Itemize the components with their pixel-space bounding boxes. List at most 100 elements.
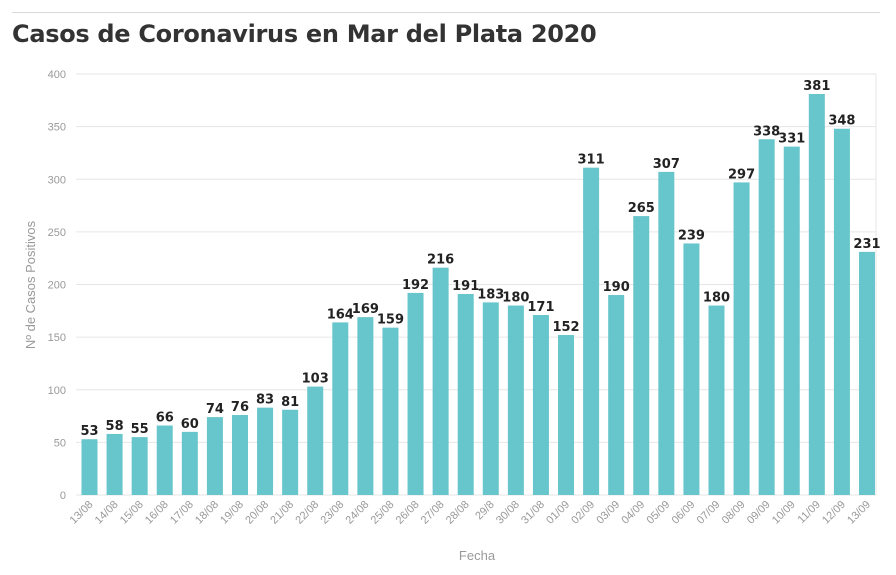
value-label: 180 xyxy=(502,291,529,306)
bar-13-08 xyxy=(81,439,98,495)
y-tick-label: 50 xyxy=(54,437,66,449)
x-tick-label: 18/08 xyxy=(193,499,221,527)
x-tick-label: 04/09 xyxy=(619,499,647,527)
value-label: 60 xyxy=(181,417,199,432)
bar-17-08 xyxy=(181,431,198,495)
bar-20-08 xyxy=(257,407,274,495)
bar-31-08 xyxy=(532,315,549,495)
value-label: 58 xyxy=(106,419,124,434)
value-label: 171 xyxy=(527,300,554,315)
x-tick-label: 10/09 xyxy=(770,499,798,527)
x-tick-label: 22/08 xyxy=(293,499,321,527)
x-tick-label: 16/08 xyxy=(143,499,171,527)
bar-26-08 xyxy=(407,292,424,495)
value-label: 192 xyxy=(402,278,429,293)
value-label: 307 xyxy=(653,157,680,172)
y-tick-label: 350 xyxy=(48,122,66,134)
value-label: 311 xyxy=(578,153,605,168)
x-tick-label: 13/08 xyxy=(68,499,96,527)
y-tick-label: 100 xyxy=(48,385,66,397)
y-tick-label: 150 xyxy=(48,332,66,344)
x-tick-label: 07/09 xyxy=(695,499,723,527)
value-label: 338 xyxy=(753,124,780,139)
value-label: 66 xyxy=(156,411,174,426)
bar-04-09 xyxy=(633,216,650,495)
y-tick-label: 300 xyxy=(48,174,66,186)
x-tick-label: 19/08 xyxy=(218,499,246,527)
chart-title: Casos de Coronavirus en Mar del Plata 20… xyxy=(12,20,597,48)
x-tick-label: 09/09 xyxy=(745,499,773,527)
y-tick-label: 400 xyxy=(48,69,66,81)
y-axis-title: Nº de Casos Positivos xyxy=(23,220,38,349)
bar-21-08 xyxy=(282,409,299,495)
value-label: 331 xyxy=(778,132,805,147)
x-tick-label: 27/08 xyxy=(419,499,447,527)
x-tick-label: 05/09 xyxy=(645,499,673,527)
bar-09-09 xyxy=(758,139,775,495)
x-tick-label: 24/08 xyxy=(344,499,372,527)
value-label: 231 xyxy=(853,237,880,252)
value-label: 55 xyxy=(131,422,149,437)
x-tick-label: 03/09 xyxy=(594,499,622,527)
y-tick-label: 200 xyxy=(48,280,66,292)
x-tick-label: 01/09 xyxy=(544,499,572,527)
bar-23-08 xyxy=(332,322,349,495)
x-tick-label: 08/09 xyxy=(720,499,748,527)
x-tick-label: 20/08 xyxy=(243,499,271,527)
x-tick-label: 30/08 xyxy=(494,499,522,527)
bar-06-09 xyxy=(683,243,700,495)
x-tick-label: 11/09 xyxy=(796,499,823,526)
bar-13-09 xyxy=(858,251,875,495)
x-tick-label: 26/08 xyxy=(394,499,422,527)
bar-27-08 xyxy=(432,267,449,495)
bar-05-09 xyxy=(658,171,675,495)
x-axis-ticks: 13/0814/0815/0816/0817/0818/0819/0820/08… xyxy=(68,499,873,527)
x-tick-label: 12/09 xyxy=(820,499,848,527)
value-label: 103 xyxy=(302,372,329,387)
bar-10-09 xyxy=(783,146,800,495)
bar-12-09 xyxy=(833,128,850,496)
x-tick-label: 25/08 xyxy=(369,499,397,527)
bar-18-08 xyxy=(206,417,223,495)
value-label: 180 xyxy=(703,291,730,306)
value-label: 191 xyxy=(452,279,479,294)
bar-19-08 xyxy=(231,415,248,495)
value-label: 159 xyxy=(377,313,404,328)
value-label: 83 xyxy=(256,393,274,408)
bar-25-08 xyxy=(382,327,399,495)
value-label: 239 xyxy=(678,228,705,243)
bar-14-08 xyxy=(106,433,123,495)
bar-01-09 xyxy=(558,335,575,495)
value-label: 53 xyxy=(80,424,98,439)
bar-02-09 xyxy=(583,167,600,496)
bar-30-08 xyxy=(507,305,524,495)
bar-11-09 xyxy=(808,94,825,495)
x-tick-label: 02/09 xyxy=(569,499,597,527)
x-tick-label: 14/08 xyxy=(93,499,121,527)
value-label: 76 xyxy=(231,400,249,415)
value-label: 81 xyxy=(281,395,299,410)
value-label: 297 xyxy=(728,167,755,182)
bars xyxy=(81,94,875,496)
bar-16-08 xyxy=(156,425,173,495)
x-tick-label: 31/08 xyxy=(519,499,547,527)
x-tick-label: 17/08 xyxy=(168,499,196,527)
bar-28-08 xyxy=(457,293,474,495)
bar-07-09 xyxy=(708,305,725,495)
bar-24-08 xyxy=(357,317,374,495)
y-tick-label: 250 xyxy=(48,227,66,239)
value-label: 216 xyxy=(427,253,454,268)
value-label: 183 xyxy=(477,287,504,302)
bar-03-09 xyxy=(608,295,625,495)
value-label: 74 xyxy=(206,402,224,417)
x-tick-label: 21/08 xyxy=(268,499,296,527)
x-tick-label: 06/09 xyxy=(670,499,698,527)
value-label: 348 xyxy=(828,114,855,129)
bar-29-8 xyxy=(482,302,499,495)
x-axis-title: Fecha xyxy=(459,548,496,563)
bar-22-08 xyxy=(307,386,324,495)
y-axis-ticks: 0 50 100 150 200 250 300 350 400 xyxy=(48,69,66,502)
bar-08-09 xyxy=(733,182,750,495)
